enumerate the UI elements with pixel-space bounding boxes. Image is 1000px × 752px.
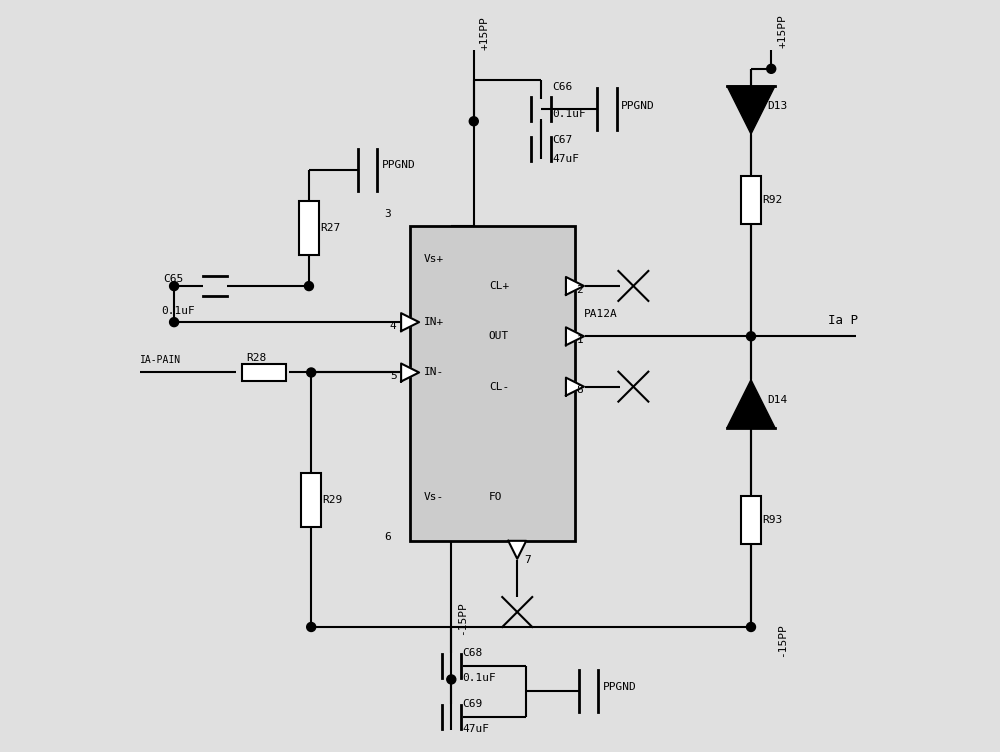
Text: Vs-: Vs- (424, 492, 444, 502)
Text: Vs+: Vs+ (424, 254, 444, 264)
Text: CL+: CL+ (489, 281, 509, 291)
Circle shape (307, 623, 316, 632)
Text: 0.1uF: 0.1uF (463, 673, 496, 683)
Text: 4: 4 (390, 321, 397, 331)
Text: OUT: OUT (489, 332, 509, 341)
Text: 2: 2 (576, 285, 583, 295)
Text: 0.1uF: 0.1uF (161, 306, 195, 316)
Bar (410, 226, 575, 541)
Circle shape (746, 332, 755, 341)
Text: -15PP: -15PP (777, 623, 787, 657)
Text: 0.1uF: 0.1uF (552, 109, 586, 119)
Text: 47uF: 47uF (463, 724, 490, 734)
Text: R27: R27 (320, 223, 340, 233)
Text: 3: 3 (385, 208, 391, 219)
Polygon shape (401, 363, 419, 381)
Text: IA-PAIN: IA-PAIN (140, 355, 181, 365)
Text: 8: 8 (576, 385, 583, 396)
Text: C66: C66 (552, 82, 573, 92)
Text: C67: C67 (552, 135, 573, 145)
Polygon shape (401, 313, 419, 331)
Bar (299, 201, 319, 255)
Polygon shape (566, 277, 584, 295)
Text: C69: C69 (463, 699, 483, 709)
Bar (242, 364, 286, 381)
Polygon shape (508, 541, 526, 559)
Text: 7: 7 (525, 554, 531, 565)
Circle shape (767, 65, 776, 73)
Text: 1: 1 (576, 335, 583, 345)
Circle shape (304, 281, 313, 290)
Text: PA12A: PA12A (584, 309, 618, 320)
Bar (301, 473, 321, 526)
Text: FO: FO (489, 492, 502, 502)
Text: +15PP: +15PP (480, 17, 490, 50)
Circle shape (746, 623, 755, 632)
Text: PPGND: PPGND (621, 102, 655, 111)
Text: C68: C68 (463, 648, 483, 658)
Circle shape (307, 368, 316, 377)
Text: 6: 6 (385, 532, 391, 542)
Text: R29: R29 (322, 495, 343, 505)
Text: D13: D13 (767, 102, 788, 111)
Text: C65: C65 (163, 274, 183, 284)
Text: R92: R92 (762, 195, 782, 205)
Text: -15PP: -15PP (457, 601, 467, 635)
Polygon shape (566, 327, 584, 345)
Polygon shape (727, 86, 775, 134)
Text: PPGND: PPGND (603, 682, 636, 692)
Text: Ia P: Ia P (828, 314, 858, 327)
Text: R28: R28 (246, 353, 267, 363)
Text: IN+: IN+ (424, 317, 444, 327)
Text: R93: R93 (762, 515, 782, 525)
Bar (741, 496, 761, 544)
Text: 5: 5 (390, 371, 397, 381)
Text: +15PP: +15PP (777, 14, 787, 48)
Circle shape (469, 117, 478, 126)
Text: CL-: CL- (489, 381, 509, 392)
Polygon shape (566, 378, 584, 396)
Circle shape (170, 281, 179, 290)
Polygon shape (727, 380, 775, 428)
Circle shape (170, 317, 179, 326)
Bar (741, 175, 761, 224)
Text: D14: D14 (767, 395, 788, 405)
Text: PPGND: PPGND (382, 160, 415, 171)
Circle shape (447, 675, 456, 684)
Text: 47uF: 47uF (552, 154, 579, 165)
Text: IN-: IN- (424, 368, 444, 378)
